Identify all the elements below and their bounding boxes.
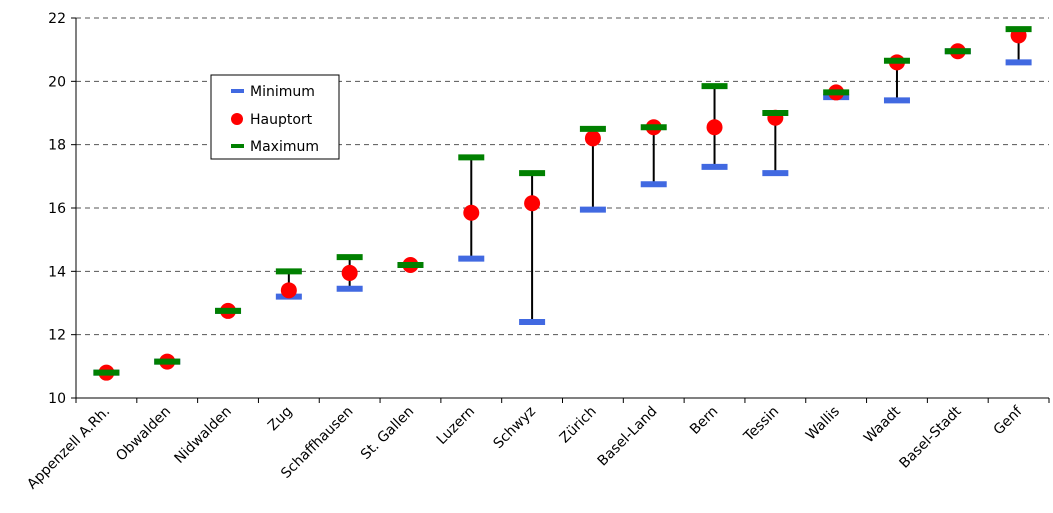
x-tick-label: Genf [991,403,1027,439]
y-tick-label: 10 [48,391,66,407]
hauptort-point [463,204,480,221]
x-tick-label: Schwyz [490,404,538,452]
x-tick-label: Wallis [803,404,843,444]
legend-maximum-label: Maximum [250,139,319,155]
legend: Minimum Hauptort Maximum [210,74,340,160]
x-tick-label: Nidwalden [172,404,235,467]
x-tick-label: St. Gallen [358,404,417,463]
x-tick-label: Appenzell A.Rh. [24,404,113,493]
y-tick-label: 12 [48,328,66,344]
hauptort-point [524,195,541,212]
hauptort-point [584,130,601,147]
axes [71,17,1050,403]
x-tick-label: Zürich [557,404,600,447]
x-tick-label: Tessin [740,404,782,446]
hauptort-point [706,119,723,136]
x-tick-label: Obwalden [113,404,174,465]
hauptort-point [341,264,358,281]
x-tick-label: Luzern [434,404,478,448]
data-marks [93,26,1032,381]
y-tick-label: 16 [48,201,66,217]
hauptort-point [280,282,297,299]
y-tick-labels: 10 12 14 16 18 20 22 [48,11,66,407]
y-tick-label: 20 [48,74,66,90]
x-tick-label: Zug [265,404,296,435]
x-tick-label: Basel-Land [595,404,661,470]
x-tick-label: Bern [687,404,721,438]
y-tick-label: 22 [48,11,66,27]
legend-hauptort-label: Hauptort [250,112,313,128]
legend-minimum-label: Minimum [250,84,315,100]
y-tick-label: 18 [48,138,66,154]
legend-hauptort-marker [231,113,243,125]
x-tick-label: Waadt [861,403,904,446]
y-tick-label: 14 [48,264,66,280]
x-tick-label: Basel-Stadt [896,403,965,472]
